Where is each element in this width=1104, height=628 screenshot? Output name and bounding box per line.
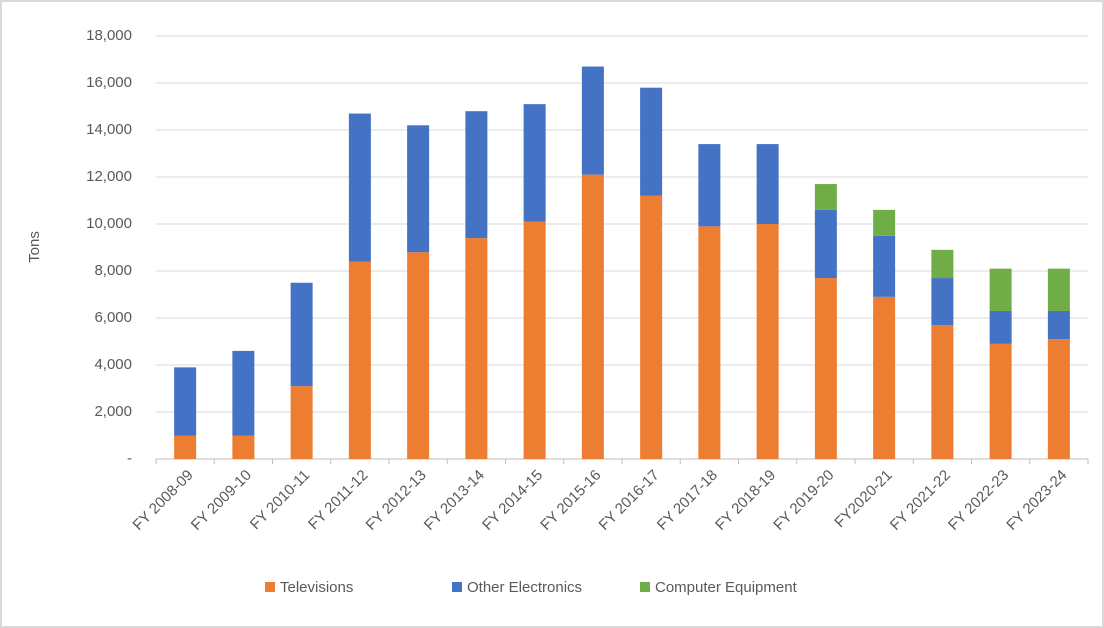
bar-segment	[1047, 310, 1070, 340]
y-tick-label: 12,000	[86, 168, 132, 185]
bar-segment	[814, 278, 837, 459]
y-tick-label: 6,000	[94, 309, 132, 326]
bar-segment	[581, 66, 604, 175]
legend-label: Computer Equipment	[655, 579, 798, 596]
y-tick-label: 10,000	[86, 215, 132, 232]
bar-segment	[931, 278, 954, 326]
bar-segment	[873, 235, 896, 297]
bar-segment	[931, 249, 954, 279]
bar-segment	[989, 310, 1012, 344]
bar-segment	[1047, 339, 1070, 459]
bar-segment	[873, 296, 896, 459]
bar-segment	[523, 221, 546, 459]
bar-segment	[698, 144, 721, 227]
bar-segment	[290, 386, 313, 459]
bar-segment	[1047, 268, 1070, 311]
bar-segment	[174, 367, 197, 436]
bar-segment	[989, 343, 1012, 459]
legend-swatch	[265, 582, 275, 592]
bar-segment	[640, 195, 663, 460]
legend-swatch	[452, 582, 462, 592]
bar-segment	[232, 435, 255, 459]
y-tick-label: 4,000	[94, 356, 132, 373]
bar-segment	[407, 252, 430, 459]
legend-label: Televisions	[280, 579, 353, 596]
bar-segment	[756, 144, 779, 224]
bar-segment	[523, 104, 546, 222]
bar-segment	[465, 238, 488, 459]
bar-segment	[814, 209, 837, 279]
bar-segment	[698, 226, 721, 459]
bar-segment	[465, 111, 488, 239]
bar-segment	[814, 184, 837, 210]
bar-segment	[232, 350, 255, 436]
bar-segment	[756, 224, 779, 459]
bar-segment	[174, 435, 197, 459]
bar-segment	[348, 113, 371, 262]
bar-segment	[640, 87, 663, 196]
y-tick-label: -	[127, 450, 132, 467]
y-axis-title: Tons	[26, 231, 43, 263]
y-tick-label: 8,000	[94, 262, 132, 279]
bar-segment	[873, 209, 896, 236]
y-tick-label: 16,000	[86, 74, 132, 91]
bar-segment	[931, 325, 954, 459]
bar-segment	[407, 125, 430, 253]
legend-swatch	[640, 582, 650, 592]
bar-segment	[581, 174, 604, 459]
y-tick-label: 14,000	[86, 121, 132, 138]
y-tick-label: 18,000	[86, 27, 132, 44]
bar-segment	[290, 282, 313, 387]
bar-segment	[989, 268, 1012, 311]
y-tick-label: 2,000	[94, 403, 132, 420]
bar-segment	[348, 261, 371, 459]
legend-label: Other Electronics	[467, 579, 582, 596]
